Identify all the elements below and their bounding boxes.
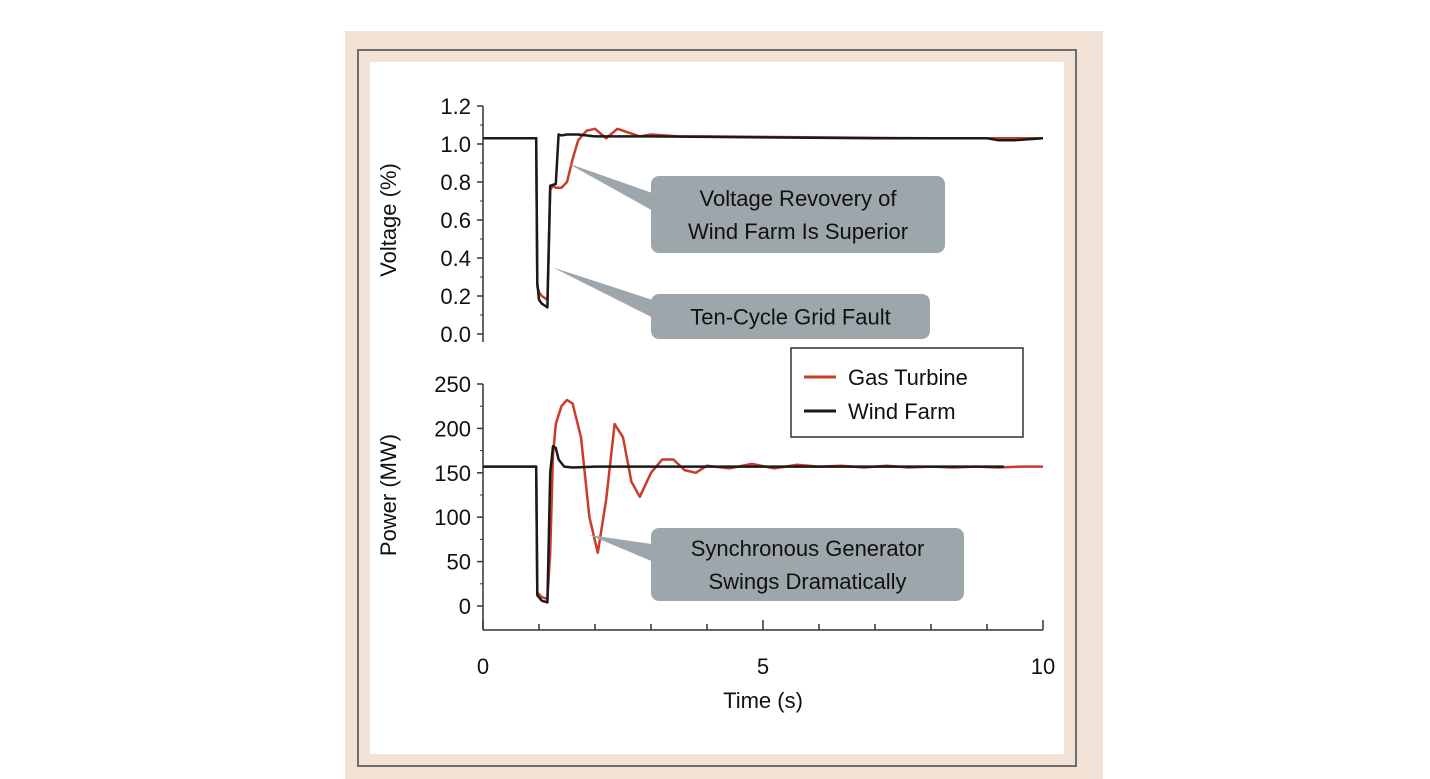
power-y-tick-label: 200 [434, 416, 471, 441]
voltage-annotations: Voltage Revovery of Wind Farm Is Superior… [553, 163, 945, 339]
voltage-y-tick-label: 0.4 [440, 246, 471, 271]
power-y-tick-label: 50 [447, 550, 471, 575]
power-y-tick-label: 0 [459, 594, 471, 619]
voltage-series [483, 127, 1044, 309]
legend-box [790, 347, 1024, 438]
voltage-y-axis-label: Voltage (%) [376, 163, 401, 277]
figure-frame-border [357, 49, 1077, 767]
time-x-tick-label: 0 [477, 654, 489, 679]
voltage-chart: 0.0 0.2 0.4 0.6 0.8 1.0 1.2 Voltage (%) Voltag… [376, 94, 1044, 347]
callout-text: Synchronous Generator [691, 536, 925, 561]
callout-box [651, 176, 945, 253]
callout-text: Wind Farm Is Superior [688, 219, 908, 244]
callout-text: Ten-Cycle Grid Fault [690, 305, 891, 330]
time-x-tick-label: 5 [757, 654, 769, 679]
callout-pointer [589, 534, 655, 563]
power-y-tick-label: 250 [434, 372, 471, 397]
legend-label-gas-turbine: Gas Turbine [848, 365, 968, 390]
series-line-wind-farm [483, 444, 1004, 604]
voltage-y-tick-label: 0.6 [440, 208, 471, 233]
series-line-wind-farm [483, 133, 1044, 309]
power-y-axis-label: Power (MW) [376, 434, 401, 556]
time-x-axis-label: Time (s) [723, 688, 803, 713]
legend-label-wind-farm: Wind Farm [848, 399, 956, 424]
power-annotations: Synchronous Generator Swings Dramatically [589, 528, 964, 601]
power-y-tick-label: 100 [434, 505, 471, 530]
voltage-y-tick-label: 0.8 [440, 170, 471, 195]
callout-pointer [553, 267, 655, 319]
voltage-y-ticks: 0.0 0.2 0.4 0.6 0.8 1.0 1.2 [440, 94, 483, 347]
time-x-ticks: 0 5 10 [477, 620, 1055, 679]
power-chart: 0 50 100 150 200 250 0 5 10 Power (MW) Time (s)… [376, 372, 1055, 713]
power-y-ticks: 0 50 100 150 200 250 [434, 372, 483, 619]
voltage-y-tick-label: 1.0 [440, 132, 471, 157]
callout-pointer [567, 163, 655, 212]
power-y-tick-label: 150 [434, 461, 471, 486]
callout-box [651, 294, 930, 339]
power-series [483, 398, 1043, 604]
legend: Gas Turbine Wind Farm [790, 347, 1024, 438]
callout-text: Swings Dramatically [708, 569, 906, 594]
callout-box [651, 528, 964, 601]
time-x-tick-label: 10 [1031, 654, 1055, 679]
voltage-y-tick-label: 1.2 [440, 94, 471, 119]
callout-text: Voltage Revovery of [700, 186, 898, 211]
voltage-y-tick-label: 0.0 [440, 322, 471, 347]
voltage-y-tick-label: 0.2 [440, 284, 471, 309]
